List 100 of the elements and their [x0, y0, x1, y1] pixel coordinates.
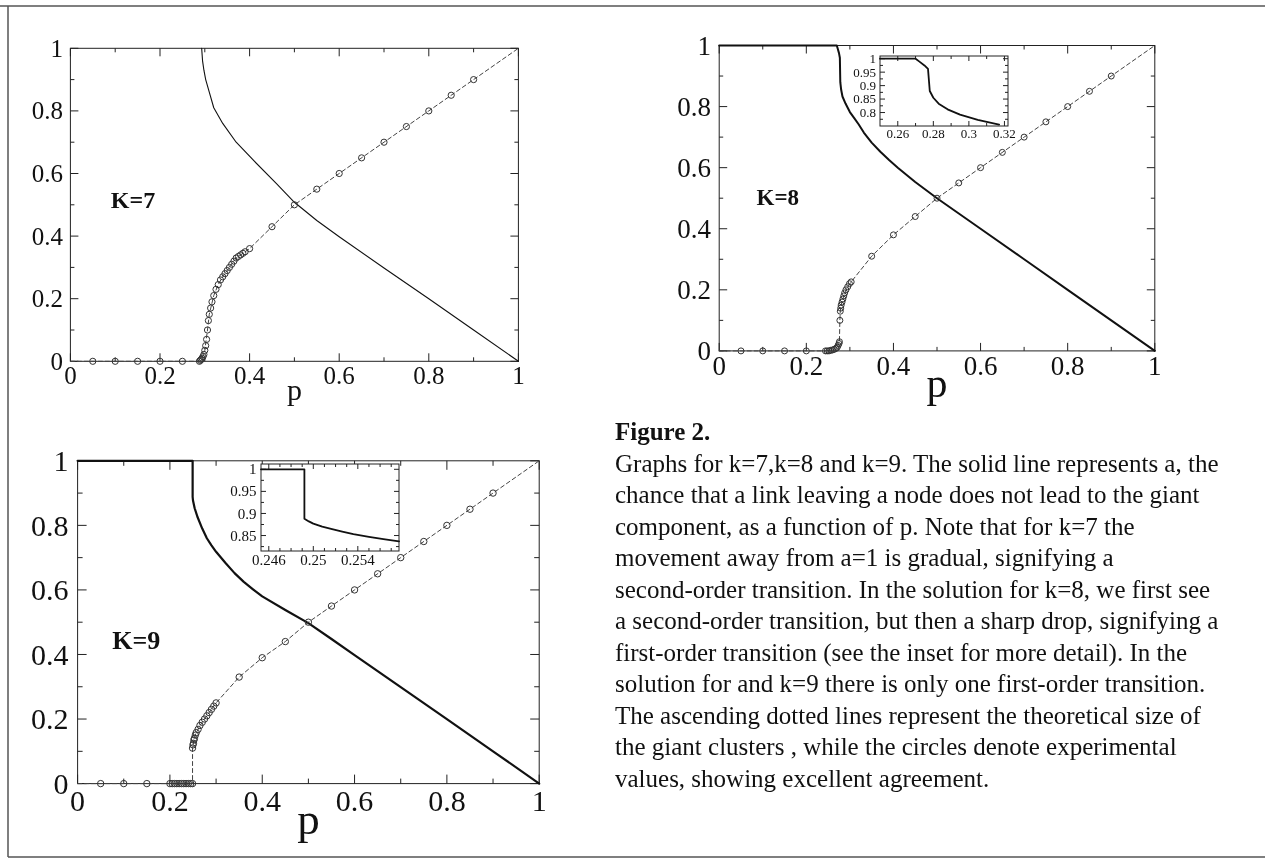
point [358, 154, 366, 162]
y-tick-label: 0.9 [237, 505, 257, 522]
point [194, 725, 202, 734]
point [470, 76, 478, 84]
point [420, 537, 428, 546]
point [228, 260, 236, 268]
y-tick-label: 0.85 [230, 527, 257, 544]
point [223, 266, 231, 275]
x-tick-label: 0.32 [993, 126, 1016, 142]
point [207, 705, 216, 714]
point [1085, 87, 1093, 95]
point [221, 270, 229, 278]
point [216, 276, 225, 284]
point [188, 744, 197, 752]
y-tick-label: 0.85 [853, 91, 877, 107]
point [205, 708, 213, 717]
point [212, 285, 220, 293]
point [838, 298, 846, 306]
x-tick-label: 0.26 [886, 126, 910, 142]
x-axis-title: p [926, 360, 948, 406]
y-tick-label: 0.8 [31, 508, 69, 542]
x-tick-label: 0.8 [428, 783, 466, 817]
y-tick-label: 0.6 [31, 573, 69, 607]
point [839, 295, 847, 303]
point [1042, 118, 1050, 126]
annotation: K=7 [110, 186, 156, 213]
y-tick-label: 1 [53, 444, 69, 477]
x-tick-label: 1 [512, 361, 525, 389]
x-tick-label: 0.2 [789, 351, 824, 382]
point [425, 107, 433, 115]
y-tick-label: 1 [50, 34, 63, 62]
point [177, 779, 186, 788]
point [202, 335, 211, 343]
point [911, 213, 919, 221]
point [1020, 133, 1028, 141]
text: Graphs for k=7,k=8 and k=9. The solid line represents a, the chance that a link leaving a node does not lead to the giant component, as a function of p. Note that for k=7 the movement away from a=1 is gradual, signifying a second-order transition. In the solution for k=8, we first see a second-order transition, but then a sharp drop, signifying a first-order transition (see the inset for more detail). In the solution for and k=9 there is only one first-order transition. The ascending dotted lines represent the theoretical size of the giant clusters , while the circles denote experimental values, showing excellent agreement. [615, 449, 1219, 792]
y-tick-label: 1 [697, 30, 712, 61]
point [466, 505, 474, 513]
x-tick-label: 0.8 [413, 361, 445, 389]
point [170, 779, 179, 788]
point [840, 292, 848, 300]
y-tick-label: 0.8 [677, 91, 712, 122]
point [841, 289, 849, 297]
point [844, 283, 852, 291]
point [268, 223, 276, 231]
x-tick-label: 0.3 [960, 126, 978, 142]
point [977, 164, 985, 172]
point [196, 721, 204, 730]
x-tick-label: 0.28 [921, 126, 945, 142]
point [198, 718, 206, 726]
point [207, 304, 215, 312]
point [204, 317, 212, 325]
point [192, 728, 200, 737]
point [933, 194, 941, 202]
point [489, 489, 497, 497]
y-tick-label: 0.6 [677, 152, 712, 183]
point [203, 712, 211, 720]
y-tick-label: 0.6 [31, 160, 63, 187]
point [835, 338, 843, 346]
point [208, 298, 216, 306]
y-tick-label: 0.95 [853, 64, 877, 80]
point [258, 654, 266, 662]
point [210, 702, 218, 710]
y-tick-label: 0.9 [859, 78, 877, 94]
x-tick-label: 0.2 [151, 783, 189, 817]
point [219, 273, 227, 281]
point [200, 715, 209, 723]
point [443, 521, 451, 530]
point [230, 257, 238, 265]
x-tick-label: 0.2 [144, 361, 176, 389]
x-tick-label: 0.246 [251, 551, 287, 568]
point [327, 602, 336, 610]
point [842, 286, 850, 294]
x-tick-label: 0.25 [300, 551, 327, 568]
point [205, 310, 213, 318]
line-series [260, 468, 400, 543]
point [837, 301, 845, 309]
y-tick-label: 0.2 [31, 285, 63, 313]
point [201, 346, 209, 354]
point [313, 185, 321, 193]
point [955, 179, 963, 187]
point [212, 699, 220, 707]
point [191, 731, 200, 739]
x-tick-label: 0.6 [335, 783, 374, 817]
point [89, 357, 97, 365]
x-tick-label: 0.6 [323, 361, 355, 389]
point [210, 291, 218, 300]
point [304, 618, 313, 626]
point [203, 326, 212, 334]
point [200, 350, 208, 359]
x-tick-label: 0.6 [963, 351, 998, 382]
point [335, 169, 343, 178]
y-tick-label: 0.4 [31, 222, 64, 250]
point [235, 673, 243, 681]
y-tick-label: 0.2 [31, 702, 69, 736]
point [402, 122, 410, 131]
line-series [201, 47, 519, 362]
point [889, 231, 897, 239]
y-tick-label: 0.2 [677, 275, 712, 305]
y-tick-label: 1 [249, 461, 257, 478]
